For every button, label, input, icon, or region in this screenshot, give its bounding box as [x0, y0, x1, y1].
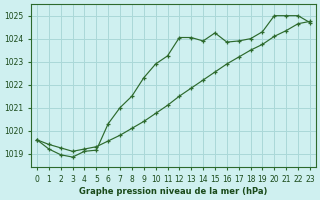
- X-axis label: Graphe pression niveau de la mer (hPa): Graphe pression niveau de la mer (hPa): [79, 187, 268, 196]
